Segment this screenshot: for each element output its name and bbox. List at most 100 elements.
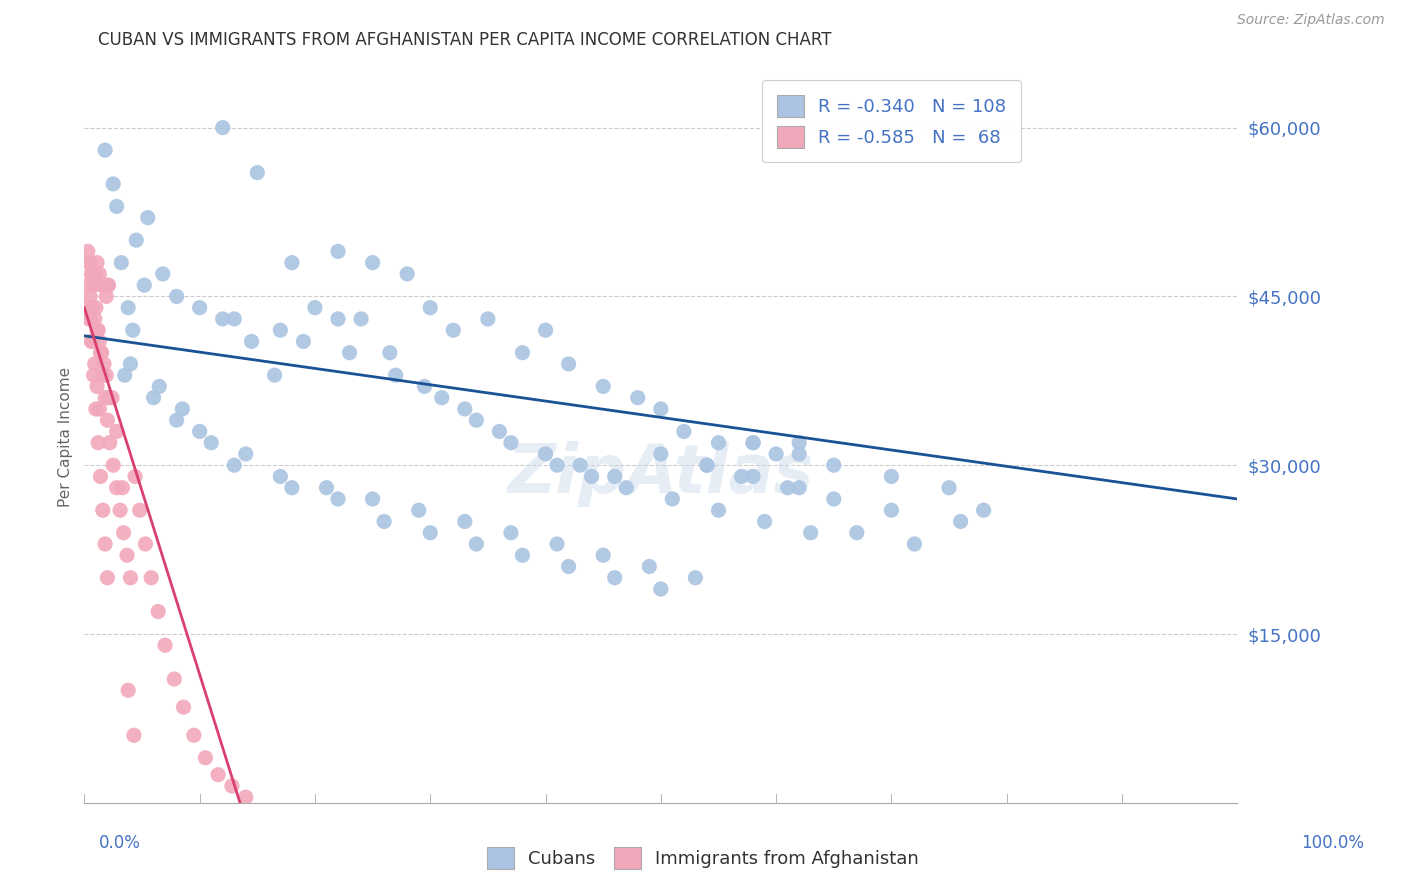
Point	[638, 559, 661, 574]
Point	[105, 425, 128, 439]
Point	[477, 312, 499, 326]
Point	[742, 435, 765, 450]
Point	[84, 401, 107, 416]
Point	[441, 323, 464, 337]
Point	[430, 391, 453, 405]
Point	[153, 638, 176, 652]
Point	[136, 211, 159, 225]
Point	[326, 491, 349, 506]
Point	[128, 503, 150, 517]
Point	[82, 334, 104, 349]
Text: 100.0%: 100.0%	[1301, 834, 1364, 852]
Point	[122, 728, 145, 742]
Point	[235, 447, 257, 461]
Point	[304, 301, 326, 315]
Point	[152, 267, 174, 281]
Point	[86, 255, 108, 269]
Point	[221, 779, 243, 793]
Point	[742, 469, 765, 483]
Point	[973, 503, 995, 517]
Point	[512, 548, 534, 562]
Point	[134, 278, 156, 293]
Point	[823, 458, 845, 473]
Point	[707, 435, 730, 450]
Point	[83, 312, 105, 326]
Point	[499, 435, 522, 450]
Point	[454, 515, 477, 529]
Point	[76, 301, 98, 315]
Point	[125, 233, 148, 247]
Point	[880, 503, 903, 517]
Point	[103, 458, 124, 473]
Point	[110, 255, 132, 269]
Point	[120, 357, 142, 371]
Point	[627, 391, 650, 405]
Point	[949, 515, 972, 529]
Point	[79, 255, 101, 269]
Point	[730, 469, 752, 483]
Point	[83, 267, 105, 281]
Point	[207, 767, 229, 781]
Point	[776, 481, 799, 495]
Point	[84, 301, 107, 315]
Point	[111, 481, 134, 495]
Point	[454, 401, 477, 416]
Point	[661, 491, 683, 506]
Point	[269, 469, 291, 483]
Point	[557, 559, 579, 574]
Point	[77, 255, 100, 269]
Point	[845, 525, 868, 540]
Point	[326, 244, 349, 259]
Point	[93, 278, 115, 293]
Point	[650, 401, 672, 416]
Point	[211, 312, 233, 326]
Point	[396, 267, 419, 281]
Point	[96, 571, 118, 585]
Point	[166, 289, 188, 303]
Point	[224, 458, 246, 473]
Point	[240, 334, 263, 349]
Point	[82, 267, 104, 281]
Point	[166, 413, 188, 427]
Point	[263, 368, 285, 383]
Point	[465, 537, 488, 551]
Point	[146, 605, 169, 619]
Point	[408, 503, 430, 517]
Point	[96, 413, 118, 427]
Point	[93, 357, 115, 371]
Text: 0.0%: 0.0%	[98, 834, 141, 852]
Point	[90, 345, 112, 359]
Point	[880, 469, 903, 483]
Point	[117, 301, 139, 315]
Point	[76, 278, 98, 293]
Point	[224, 312, 246, 326]
Text: CUBAN VS IMMIGRANTS FROM AFGHANISTAN PER CAPITA INCOME CORRELATION CHART: CUBAN VS IMMIGRANTS FROM AFGHANISTAN PER…	[98, 31, 832, 49]
Point	[787, 481, 810, 495]
Point	[787, 435, 810, 450]
Point	[534, 447, 557, 461]
Point	[114, 368, 136, 383]
Point	[592, 548, 614, 562]
Point	[96, 368, 118, 383]
Point	[419, 301, 441, 315]
Point	[592, 379, 614, 393]
Point	[91, 368, 114, 383]
Point	[105, 199, 128, 213]
Point	[96, 278, 118, 293]
Point	[97, 278, 120, 293]
Point	[94, 537, 117, 551]
Point	[350, 312, 373, 326]
Point	[89, 469, 111, 483]
Legend: R = -0.340   N = 108, R = -0.585   N =  68: R = -0.340 N = 108, R = -0.585 N = 68	[762, 80, 1021, 162]
Point	[121, 323, 143, 337]
Point	[603, 571, 626, 585]
Point	[76, 244, 98, 259]
Point	[557, 357, 579, 371]
Point	[148, 379, 170, 393]
Point	[292, 334, 315, 349]
Point	[79, 289, 101, 303]
Point	[83, 357, 105, 371]
Point	[124, 469, 146, 483]
Point	[235, 790, 257, 805]
Point	[339, 345, 361, 359]
